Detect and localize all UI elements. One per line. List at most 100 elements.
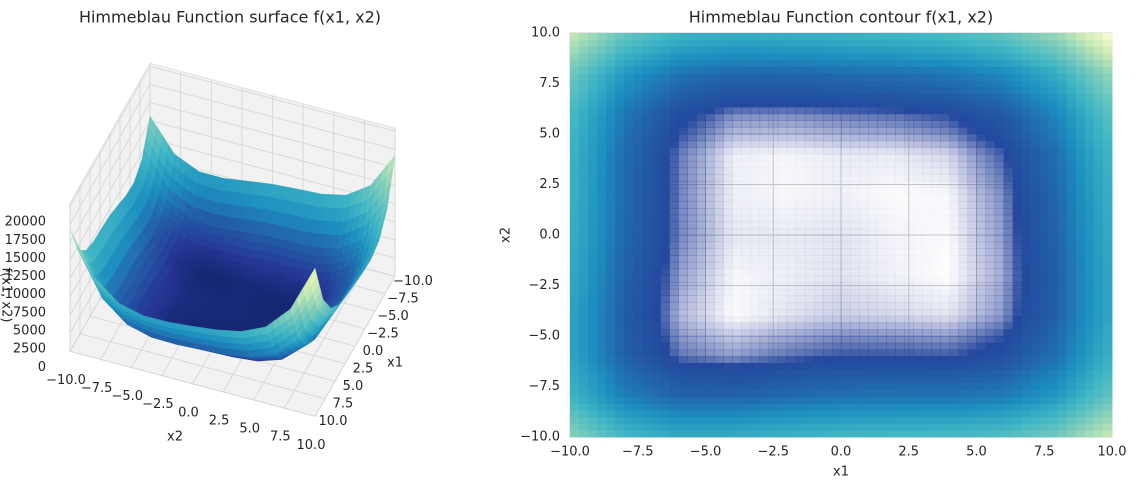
contour-cell <box>597 315 607 323</box>
contour-cell <box>633 315 643 323</box>
contour-cell <box>913 403 923 411</box>
contour-cell <box>859 261 869 270</box>
contour-cell <box>958 342 968 350</box>
contour-cell <box>759 288 770 296</box>
contour-cell <box>868 167 878 175</box>
contour-cell <box>579 140 589 148</box>
contour-cell <box>958 362 968 371</box>
contour-cell <box>768 342 779 350</box>
contour-cell <box>976 174 986 182</box>
contour-cell <box>1066 147 1077 155</box>
contour-cell <box>877 73 887 81</box>
contour-cell <box>1093 268 1104 276</box>
contour-cell <box>579 403 589 411</box>
contour-cell <box>705 309 715 317</box>
contour-cell <box>822 288 833 296</box>
contour-cell <box>985 160 995 169</box>
contour-cell <box>877 268 887 276</box>
contour-cell <box>886 188 895 195</box>
contour-cell <box>615 167 625 175</box>
contour-cell <box>669 315 679 323</box>
contour-cell <box>922 342 932 350</box>
contour-cell <box>1066 389 1077 397</box>
contour-cell <box>985 113 995 121</box>
contour-cell <box>786 261 797 270</box>
contour-cell <box>579 329 589 337</box>
contour-cell <box>976 282 986 290</box>
contour-cell <box>624 248 634 256</box>
contour-cell <box>831 362 842 371</box>
contour-cell <box>841 235 851 243</box>
contour-cell <box>813 120 824 128</box>
contour-cell <box>759 389 770 397</box>
contour-cell <box>597 73 607 81</box>
contour-cell <box>931 187 941 195</box>
contour-cell <box>822 389 833 397</box>
contour-cell <box>886 174 896 182</box>
contour-cell <box>624 86 634 94</box>
contour-cell <box>615 187 625 195</box>
contour-cell <box>579 187 589 195</box>
contour-cell <box>705 235 715 243</box>
contour-cell <box>705 288 715 296</box>
contour-cell <box>786 221 797 229</box>
contour-cell <box>669 167 679 175</box>
contour-cell <box>813 383 824 391</box>
contour-cell <box>786 127 797 135</box>
contour-cell <box>1093 383 1104 391</box>
contour-cell <box>642 154 652 162</box>
contour-cell <box>1066 403 1077 411</box>
contour-cell <box>786 154 797 162</box>
contour-cell <box>1057 241 1068 249</box>
contour-cell <box>696 282 706 290</box>
contour-cell <box>669 154 679 162</box>
y-tick-label: 5.0 <box>239 422 260 437</box>
contour-cell <box>1102 396 1113 404</box>
contour-cell <box>687 275 697 283</box>
contour-cell <box>1012 423 1023 431</box>
contour-cell <box>642 389 652 397</box>
contour-cell <box>1093 416 1104 424</box>
contour-cell <box>940 302 950 310</box>
contour-cell <box>1057 113 1068 121</box>
contour-cell <box>588 336 598 344</box>
contour-cell <box>1057 194 1068 202</box>
contour-cell <box>850 362 860 371</box>
contour-cell <box>985 127 995 135</box>
contour-cell <box>868 208 878 216</box>
contour-cell <box>1057 403 1068 411</box>
contour-cell <box>1003 194 1014 202</box>
contour-cell <box>606 46 616 54</box>
contour-cell <box>994 416 1004 424</box>
contour-cell <box>741 80 752 88</box>
contour-cell <box>642 396 652 404</box>
contour-cell <box>1003 403 1014 411</box>
contour-cell <box>1039 160 1050 169</box>
contour-cell <box>1039 336 1050 344</box>
contour-cell <box>723 208 733 216</box>
contour-cell <box>1102 369 1113 377</box>
contour-cell <box>579 396 589 404</box>
z-tick-label: 15000 <box>5 251 46 266</box>
contour-cell <box>1003 315 1014 323</box>
contour-cell <box>1093 261 1104 270</box>
contour-cell <box>723 295 733 303</box>
contour-cell <box>1048 86 1059 94</box>
contour-cell <box>597 187 607 195</box>
contour-cell <box>687 356 697 364</box>
contour-cell <box>895 181 904 188</box>
contour-cell <box>913 154 923 162</box>
contour-cell <box>588 362 598 371</box>
contour-cell <box>615 235 625 243</box>
contour-cell <box>570 228 580 236</box>
contour-cell <box>967 383 977 391</box>
contour-cell <box>732 329 743 337</box>
contour-cell <box>615 369 625 377</box>
contour-cell <box>669 93 679 101</box>
contour-cell <box>994 376 1004 384</box>
contour-cell <box>985 120 995 128</box>
grid-line <box>149 83 396 150</box>
contour-cell <box>850 181 860 189</box>
contour-cell <box>705 349 715 357</box>
contour-cell <box>660 140 670 148</box>
